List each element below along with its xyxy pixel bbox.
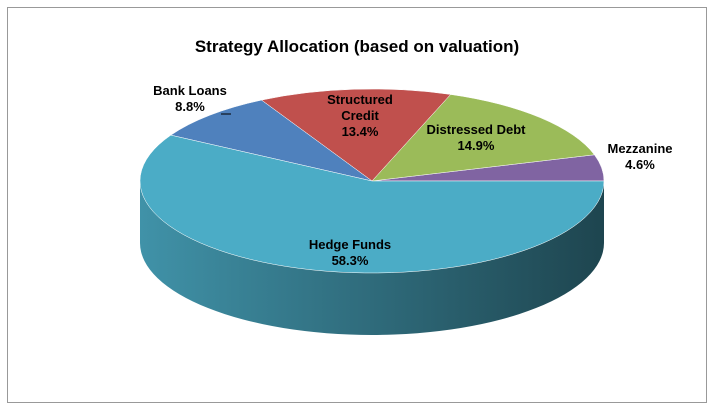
pie-slice [371,94,595,182]
pie-side [140,181,604,335]
pie-slice [139,134,605,274]
label-name: Mezzanine [607,141,673,156]
data-label: Bank Loans 8.8% [153,83,227,115]
chart-title: Strategy Allocation (based on valuation) [194,37,520,56]
pie-sides [140,181,604,335]
label-value: 8.8% [175,99,205,114]
label-name: Bank Loans [153,83,227,98]
pie-slice [170,99,373,182]
data-label: Structured Credit 13.4% [320,92,400,140]
pie-top [139,88,605,274]
label-name: Hedge Funds [308,237,392,252]
pie-slice [260,88,452,182]
label-name: Distressed Debt [426,122,526,137]
label-value: 58.3% [331,253,369,268]
label-name: Structured Credit [327,92,393,123]
data-label: Mezzanine 4.6% [607,141,672,173]
data-label: Hedge Funds 58.3% [309,237,391,269]
label-value: 4.6% [625,157,655,172]
label-value: 14.9% [457,138,495,153]
label-value: 13.4% [341,124,379,139]
data-label: Distressed Debt 14.9% [427,122,526,154]
